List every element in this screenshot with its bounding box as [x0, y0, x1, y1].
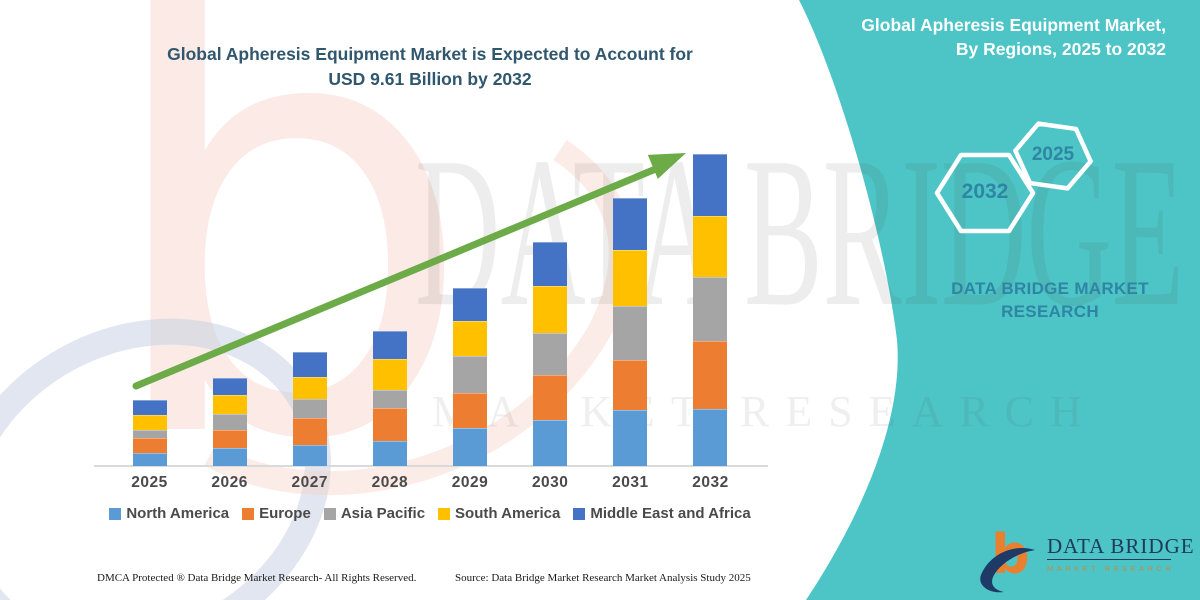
- bar-segment-asia-pacific-2032: [693, 277, 728, 341]
- hexagon-label-2032: 2032: [961, 180, 1009, 203]
- bar-segment-middle-east-and-africa-2027: [292, 352, 327, 377]
- bar-segment-europe-2029: [453, 393, 488, 428]
- legend-label: South America: [455, 505, 561, 522]
- logo-text: DATA BRIDGE MARKET RESEARCH: [1047, 523, 1195, 595]
- bar-segment-europe-2026: [212, 430, 247, 448]
- bar-segment-middle-east-and-africa-2031: [613, 198, 648, 250]
- legend-swatch-icon: [109, 507, 122, 520]
- bar-segment-middle-east-and-africa-2028: [372, 331, 407, 359]
- bar-segment-asia-pacific-2028: [372, 390, 407, 408]
- logo-name: DATA BRIDGE: [1047, 534, 1195, 558]
- footer-source-text: Source: Data Bridge Market Research Mark…: [455, 572, 751, 584]
- bar-segment-asia-pacific-2025: [132, 430, 167, 438]
- x-axis-label-2025: 2025: [131, 474, 168, 491]
- legend-swatch-icon: [573, 507, 586, 520]
- bar-segment-middle-east-and-africa-2029: [453, 288, 488, 321]
- legend-swatch-icon: [242, 507, 255, 520]
- bar-segment-south-america-2025: [132, 415, 167, 430]
- bar-segment-south-america-2032: [693, 216, 728, 277]
- bar-segment-asia-pacific-2030: [533, 333, 568, 375]
- bar-segment-asia-pacific-2029: [453, 356, 488, 393]
- bar-segment-asia-pacific-2027: [292, 399, 327, 418]
- bar-segment-middle-east-and-africa-2026: [212, 378, 247, 395]
- x-axis-label-2029: 2029: [451, 474, 489, 491]
- legend-label: Asia Pacific: [340, 505, 426, 522]
- legend-item-middle-east-and-africa: Middle East and Africa: [573, 505, 751, 522]
- chart-title: Global Apheresis Equipment Market is Exp…: [100, 42, 760, 92]
- panel-brand-text: DATA BRIDGE MARKET RESEARCH: [940, 277, 1160, 323]
- bar-segment-north-america-2029: [453, 428, 488, 466]
- legend-item-north-america: North America: [109, 505, 229, 522]
- chart-title-line1: Global Apheresis Equipment Market is Exp…: [167, 44, 693, 64]
- panel-heading: Global Apheresis Equipment Market, By Re…: [861, 13, 1166, 61]
- legend-label: Europe: [259, 505, 311, 522]
- x-axis-label-2030: 2030: [531, 474, 569, 491]
- bar-segment-asia-pacific-2031: [613, 306, 648, 360]
- x-axis-line: [94, 465, 768, 467]
- bar-segment-north-america-2027: [292, 445, 327, 466]
- data-bridge-logo: b DATA BRIDGE MARKET RESEARCH: [975, 523, 1194, 595]
- bar-segment-europe-2031: [613, 360, 648, 410]
- legend-item-south-america: South America: [438, 505, 560, 522]
- bar-segment-south-america-2029: [453, 321, 488, 356]
- bar-segment-south-america-2031: [613, 250, 648, 306]
- footer-dmca-text: DMCA Protected ® Data Bridge Market Rese…: [97, 572, 417, 584]
- bar-segment-south-america-2030: [533, 286, 568, 333]
- logo-glyphs: b: [975, 523, 1041, 595]
- legend-swatch-icon: [323, 507, 336, 520]
- chart-legend: North America Europe Asia Pacific South Ame…: [80, 505, 780, 522]
- bar-segment-europe-2030: [533, 375, 568, 420]
- hexagon-label-2025: 2025: [1031, 144, 1075, 165]
- bar-segment-middle-east-and-africa-2030: [533, 242, 568, 286]
- legend-label: North America: [126, 505, 230, 522]
- panel-heading-line2: By Regions, 2025 to 2032: [955, 39, 1166, 59]
- legend-item-asia-pacific: Asia Pacific: [323, 505, 426, 522]
- bar-segment-europe-2032: [693, 341, 728, 409]
- bar-segment-middle-east-and-africa-2032: [693, 154, 728, 216]
- panel-brand-line2: RESEARCH: [1001, 302, 1099, 321]
- chart-title-line2: USD 9.61 Billion by 2032: [328, 69, 532, 89]
- legend-item-europe: Europe: [242, 505, 311, 522]
- bar-segment-south-america-2027: [292, 377, 327, 399]
- panel-brand-line1: DATA BRIDGE MARKET: [951, 279, 1149, 298]
- bar-segment-north-america-2026: [212, 448, 247, 466]
- logo-subtitle: MARKET RESEARCH: [1047, 564, 1175, 573]
- legend-swatch-icon: [438, 507, 451, 520]
- x-axis-label-2031: 2031: [612, 474, 649, 491]
- bar-segment-europe-2027: [292, 418, 327, 445]
- panel-heading-line1: Global Apheresis Equipment Market,: [861, 15, 1166, 35]
- x-axis-label-2028: 2028: [371, 474, 409, 491]
- bar-segment-middle-east-and-africa-2025: [132, 400, 167, 415]
- bar-segment-south-america-2026: [212, 395, 247, 414]
- bar-segment-europe-2028: [372, 408, 407, 441]
- legend-label: Middle East and Africa: [590, 505, 751, 522]
- logo-underline: [1047, 559, 1171, 560]
- bar-segment-north-america-2032: [693, 409, 728, 466]
- bar-segment-north-america-2030: [533, 420, 568, 466]
- x-axis-label-2027: 2027: [291, 474, 328, 491]
- logo-mark-icon: b: [980, 523, 1035, 593]
- bar-segment-europe-2025: [132, 438, 167, 453]
- bar-segment-south-america-2028: [372, 359, 407, 390]
- bar-segment-asia-pacific-2026: [212, 414, 247, 430]
- bar-segment-north-america-2028: [372, 441, 407, 466]
- bar-segment-north-america-2025: [132, 453, 167, 466]
- bar-segment-north-america-2031: [613, 410, 648, 466]
- x-axis-label-2032: 2032: [692, 474, 729, 491]
- x-axis-label-2026: 2026: [211, 474, 248, 491]
